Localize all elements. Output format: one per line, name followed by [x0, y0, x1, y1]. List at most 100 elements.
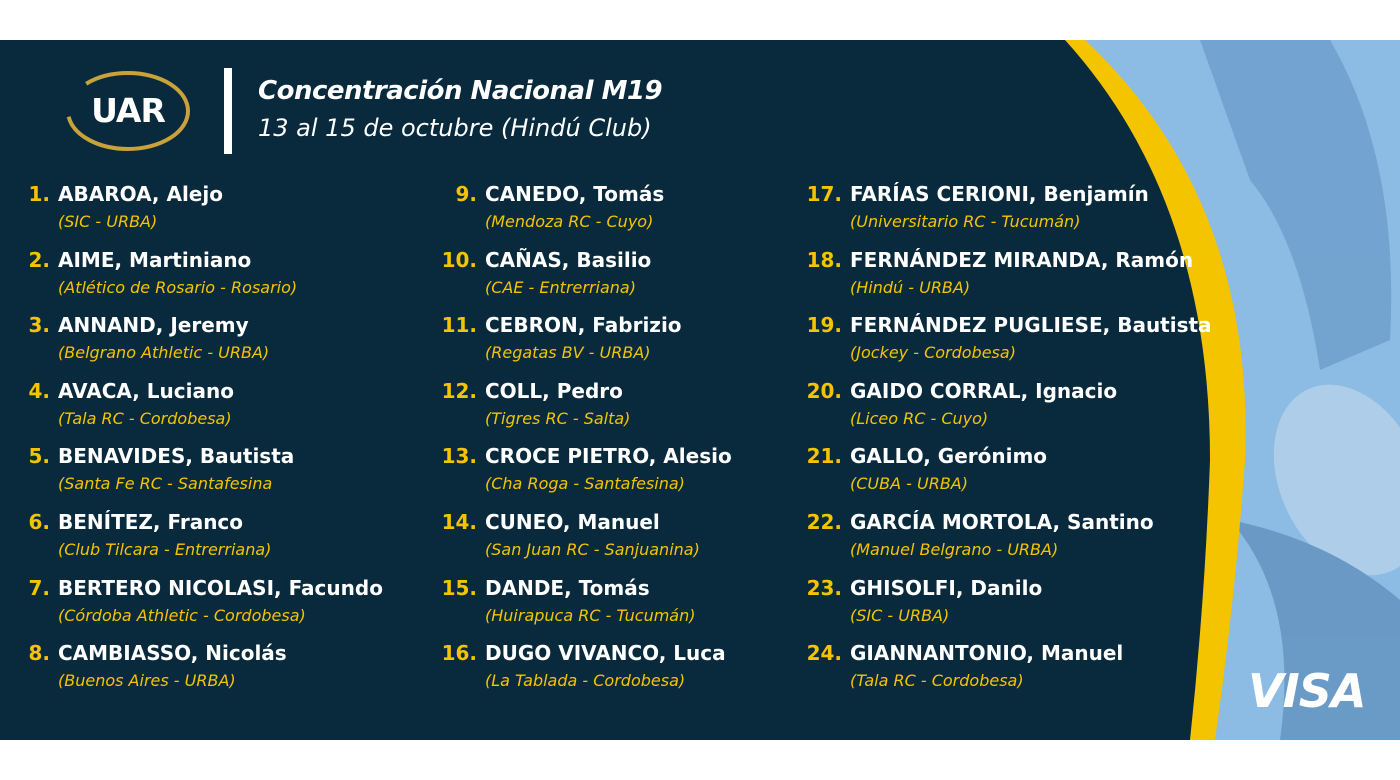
player-club: (La Tablada - Cordobesa)	[485, 671, 686, 691]
player-entry: 18. FERNÁNDEZ MIRANDA, Ramón (Hindú - URBA…	[792, 247, 1194, 308]
rugby-player-photo	[1200, 40, 1400, 740]
player-name: CAÑAS, Basilio	[485, 247, 652, 272]
player-name: DUGO VIVANCO, Luca	[485, 641, 726, 666]
player-number: 2.	[28, 247, 50, 272]
player-name: GIANNANTONIO, Manuel	[850, 641, 1124, 666]
player-number: 20.	[806, 378, 842, 403]
player-entry: 2. AIME, Martiniano (Atlético de Rosario -…	[0, 248, 400, 308]
player-name: FARÍAS CERIONI, Benjamín	[850, 182, 1149, 206]
player-entry: 22. GARCÍA MORTOLA, Santino (Manuel Belgra…	[792, 510, 1192, 570]
player-club: (SIC - URBA)	[850, 605, 950, 625]
player-number: 22.	[806, 510, 842, 534]
player-entry: 15. DANDE, Tomás (Huirapuca RC - Tucumán)	[427, 576, 827, 636]
logo-ring	[66, 71, 190, 151]
banner-background	[0, 40, 1400, 740]
player-number: 4.	[28, 378, 50, 403]
player-name: GALLO, Gerónimo	[850, 444, 1048, 469]
player-name: BENAVIDES, Bautista	[58, 444, 295, 469]
player-entry: 10. CAÑAS, Basilio (CAE - Entrerriana)	[427, 248, 827, 308]
player-entry: 20. GAIDO CORRAL, Ignacio (Liceo RC - Cuyo…	[792, 379, 1192, 439]
player-name: ABAROA, Alejo	[58, 182, 223, 206]
player-club: (CUBA - URBA)	[850, 474, 968, 494]
player-club: (Huirapuca RC - Tucumán)	[485, 605, 696, 625]
roster-banner: UAR Concentración Nacional M19 13 al 15 …	[0, 40, 1400, 740]
player-entry: 16. DUGO VIVANCO, Luca (La Tablada - Cordo…	[427, 641, 827, 701]
player-entry: 6. BENÍTEZ, Franco (Club Tilcara - Entrerr…	[0, 510, 400, 570]
player-club: (Hindú - URBA)	[850, 277, 971, 297]
player-entry: 7. BERTERO NICOLASI, Facundo (Córdoba Athl…	[0, 576, 400, 636]
player-club: (Tala RC - Cordobesa)	[58, 408, 232, 428]
player-name: GHISOLFI, Danilo	[850, 575, 1043, 600]
player-entry: 8. CAMBIASSO, Nicolás (Buenos Aires - URBA…	[0, 641, 400, 701]
player-name: CAMBIASSO, Nicolás	[58, 641, 287, 666]
player-club: (Universitario RC - Tucumán)	[850, 212, 1081, 231]
player-name: BENÍTEZ, Franco	[58, 510, 244, 534]
player-name: AVACA, Luciano	[58, 378, 234, 403]
player-club: (CAE - Entrerriana)	[485, 277, 636, 297]
player-number: 23.	[806, 575, 842, 600]
player-name: DANDE, Tomás	[485, 575, 650, 600]
player-number: 11.	[441, 313, 477, 338]
player-entry: 14. CUNEO, Manuel (San Juan RC - Sanjuanin…	[427, 510, 827, 570]
page-subtitle: 13 al 15 de octubre (Hindú Club)	[258, 114, 652, 142]
player-club: (Mendoza RC - Cuyo)	[485, 212, 654, 231]
player-number: 19.	[806, 313, 842, 338]
player-entry: 24. GIANNANTONIO, Manuel (Tala RC - Cordob…	[792, 641, 1192, 701]
player-number: 10.	[441, 247, 477, 272]
player-club: (Manuel Belgrano - URBA)	[850, 540, 1059, 559]
player-number: 3.	[28, 313, 50, 338]
player-club: (Tigres RC - Salta)	[485, 408, 631, 428]
player-club: (Jockey - Cordobesa)	[850, 343, 1016, 363]
player-name: CANEDO, Tomás	[485, 182, 665, 206]
player-club: (SIC - URBA)	[58, 212, 158, 231]
player-club: (Regatas BV - URBA)	[485, 343, 651, 363]
player-number: 18.	[806, 247, 842, 272]
player-number: 5.	[28, 444, 50, 469]
player-club: (Córdoba Athletic - Cordobesa)	[58, 605, 306, 625]
player-number: 15.	[441, 575, 477, 600]
player-name: ANNAND, Jeremy	[58, 313, 249, 338]
player-entry: 19. FERNÁNDEZ PUGLIESE, Bautista (Jockey -…	[792, 313, 1212, 373]
player-club: (Tala RC - Cordobesa)	[850, 671, 1024, 691]
player-number: 6.	[28, 510, 50, 534]
player-entry: 12. COLL, Pedro (Tigres RC - Salta)	[427, 379, 827, 439]
player-number: 9.	[455, 182, 477, 206]
player-entry: 23. GHISOLFI, Danilo (SIC - URBA)	[792, 576, 1192, 636]
player-entry: 9. CANEDO, Tomás (Mendoza RC - Cuyo)	[427, 182, 827, 242]
player-name: CEBRON, Fabrizio	[485, 313, 682, 338]
player-entry: 21. GALLO, Gerónimo (CUBA - URBA)	[792, 444, 1192, 504]
player-club: (Buenos Aires - URBA)	[58, 671, 236, 691]
player-number: 12.	[441, 378, 477, 403]
visa-logo: VISA	[1248, 664, 1366, 718]
player-club: (Cha Roga - Santafesina)	[485, 474, 685, 494]
player-entry: 17. FARÍAS CERIONI, Benjamín (Universitari…	[792, 182, 1192, 242]
uar-logo: UAR	[64, 68, 192, 154]
navy-panel	[0, 40, 1210, 740]
player-name: GARCÍA MORTOLA, Santino	[850, 510, 1154, 534]
player-number: 7.	[28, 575, 50, 600]
player-number: 17.	[806, 182, 842, 206]
player-club: (Belgrano Athletic - URBA)	[58, 343, 270, 363]
header-divider	[224, 68, 232, 154]
player-entry: 5. BENAVIDES, Bautista (Santa Fe RC - Sant…	[0, 444, 400, 504]
player-entry: 4. AVACA, Luciano (Tala RC - Cordobesa)	[0, 379, 400, 439]
player-club: (Atlético de Rosario - Rosario)	[58, 277, 298, 297]
player-number: 1.	[28, 182, 50, 206]
player-entry: 3. ANNAND, Jeremy (Belgrano Athletic - URB…	[0, 313, 400, 373]
player-name: COLL, Pedro	[485, 378, 623, 403]
player-number: 16.	[441, 641, 477, 666]
player-club: (Liceo RC - Cuyo)	[850, 408, 989, 428]
player-number: 14.	[441, 510, 477, 534]
player-number: 8.	[28, 641, 50, 666]
player-name: CUNEO, Manuel	[485, 510, 660, 534]
player-name: FERNÁNDEZ PUGLIESE, Bautista	[850, 313, 1212, 338]
page-title: Concentración Nacional M19	[258, 76, 663, 106]
player-name: GAIDO CORRAL, Ignacio	[850, 378, 1118, 403]
player-club: (Club Tilcara - Entrerriana)	[58, 540, 272, 559]
player-number: 21.	[806, 444, 842, 469]
player-club: (San Juan RC - Sanjuanina)	[485, 540, 700, 559]
player-name: BERTERO NICOLASI, Facundo	[58, 575, 383, 600]
player-entry: 11. CEBRON, Fabrizio (Regatas BV - URBA)	[427, 313, 827, 373]
player-entry: 1. ABAROA, Alejo (SIC - URBA)	[0, 182, 400, 242]
player-number: 24.	[806, 641, 842, 666]
